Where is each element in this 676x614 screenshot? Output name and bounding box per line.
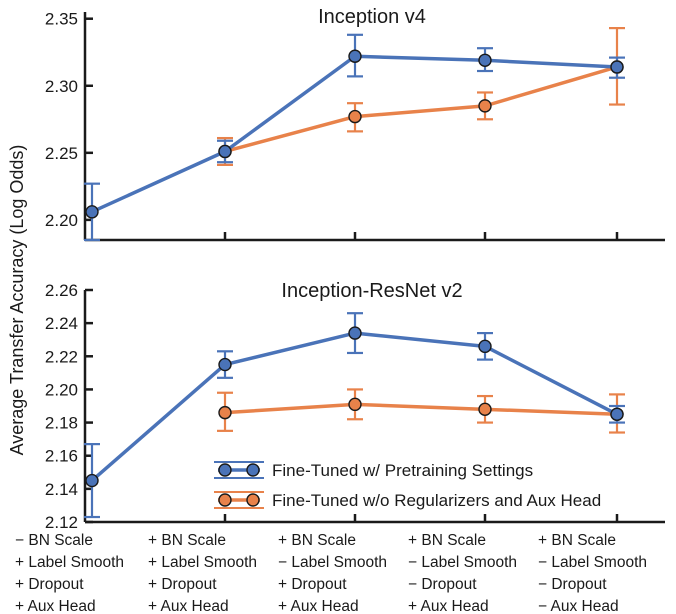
data-point [478, 402, 492, 417]
category-label-line: + Label Smooth [148, 554, 257, 571]
y-ticks: 2.20 2.25 2.30 2.35 [45, 10, 93, 230]
series-line [224, 65, 618, 154]
data-point [348, 397, 362, 412]
data-point [218, 144, 232, 159]
series-no-regularizers [217, 26, 625, 166]
category-label-line: + BN Scale [408, 532, 486, 549]
data-point [610, 60, 624, 74]
category-label-line: − Aux Head [538, 598, 619, 614]
panel-inception-v4: Inception v4 2.20 2.25 2.30 2.35 [45, 6, 665, 242]
legend-entry-blue: Fine-Tuned w/ Pretraining Settings [214, 461, 533, 480]
x-ticks [223, 232, 619, 240]
series-line [91, 54, 618, 214]
legend-marker-orange [218, 493, 232, 507]
y-tick-label: 2.25 [45, 144, 78, 163]
y-tick-label: 2.12 [45, 513, 78, 532]
y-tick-label: 2.35 [45, 10, 78, 29]
data-point [218, 405, 232, 420]
panel-title: Inception-ResNet v2 [281, 280, 462, 302]
data-point [218, 357, 232, 372]
legend: Fine-Tuned w/ Pretraining Settings Fine-… [214, 461, 601, 510]
category-label-line: − Label Smooth [408, 554, 517, 571]
y-tick-label: 2.22 [45, 347, 78, 366]
category-label-line: − Dropout [538, 576, 607, 593]
category-label-2: + BN Scale + Label Smooth + Dropout + Aux H… [148, 532, 257, 614]
category-label-line: + Dropout [15, 576, 84, 593]
legend-label: Fine-Tuned w/ Pretraining Settings [272, 461, 533, 480]
data-point [348, 109, 362, 124]
category-label-line: − Dropout [408, 576, 477, 593]
legend-marker-blue [218, 463, 232, 477]
category-label-line: + Aux Head [15, 598, 96, 614]
y-tick-label: 2.16 [45, 447, 78, 466]
legend-entry-orange: Fine-Tuned w/o Regularizers and Aux Head [214, 491, 601, 510]
data-point [85, 205, 99, 219]
y-axis-label: Average Transfer Accuracy (Log Odds) [7, 145, 27, 456]
category-label-line: + Dropout [148, 576, 217, 593]
category-label-5: + BN Scale − Label Smooth − Dropout − Aux H… [538, 532, 647, 614]
panel-inception-resnet-v2: Inception-ResNet v2 2.12 2.14 2.16 2.18 2.20… [45, 280, 665, 532]
x-category-labels: − BN Scale + Label Smooth + Dropout + Aux H… [15, 532, 647, 614]
panel-title: Inception v4 [318, 6, 426, 28]
data-point [348, 49, 362, 63]
series-line [224, 402, 618, 417]
legend-marker-orange [246, 493, 260, 507]
legend-label: Fine-Tuned w/o Regularizers and Aux Head [272, 491, 601, 510]
category-label-line: + BN Scale [538, 532, 616, 549]
category-label-line: + Label Smooth [15, 554, 124, 571]
data-point [610, 407, 624, 421]
data-point [478, 339, 492, 354]
y-ticks: 2.12 2.14 2.16 2.18 2.20 2.22 2.24 2.26 [45, 281, 93, 532]
data-point [478, 53, 492, 67]
category-label-3: + BN Scale − Label Smooth + Dropout + Aux H… [278, 532, 387, 614]
y-tick-label: 2.14 [45, 480, 78, 499]
y-tick-label: 2.24 [45, 314, 78, 333]
category-label-line: − Label Smooth [538, 554, 647, 571]
y-tick-label: 2.30 [45, 77, 78, 96]
data-point [85, 473, 99, 488]
series-layer [84, 26, 625, 242]
legend-marker-blue [246, 463, 260, 477]
y-tick-label: 2.18 [45, 414, 78, 433]
category-label-line: + BN Scale [148, 532, 226, 549]
category-label-line: + BN Scale [278, 532, 356, 549]
category-label-line: + Dropout [278, 576, 347, 593]
data-point [348, 326, 362, 340]
series-pretraining-settings [84, 312, 625, 519]
category-label-1: − BN Scale + Label Smooth + Dropout + Aux H… [15, 532, 124, 614]
x-ticks [223, 514, 619, 522]
y-tick-label: 2.20 [45, 380, 78, 399]
y-tick-label: 2.20 [45, 211, 78, 230]
category-label-line: + Aux Head [278, 598, 359, 614]
category-label-line: − BN Scale [15, 532, 93, 549]
category-label-line: + Aux Head [408, 598, 489, 614]
series-layer [84, 312, 625, 519]
category-label-line: + Aux Head [148, 598, 229, 614]
data-point [478, 99, 492, 113]
series-no-regularizers [217, 388, 625, 434]
y-tick-label: 2.26 [45, 281, 78, 300]
category-label-4: + BN Scale − Label Smooth − Dropout + Aux H… [408, 532, 517, 614]
series-pretraining-settings [84, 33, 625, 242]
category-label-line: − Label Smooth [278, 554, 387, 571]
